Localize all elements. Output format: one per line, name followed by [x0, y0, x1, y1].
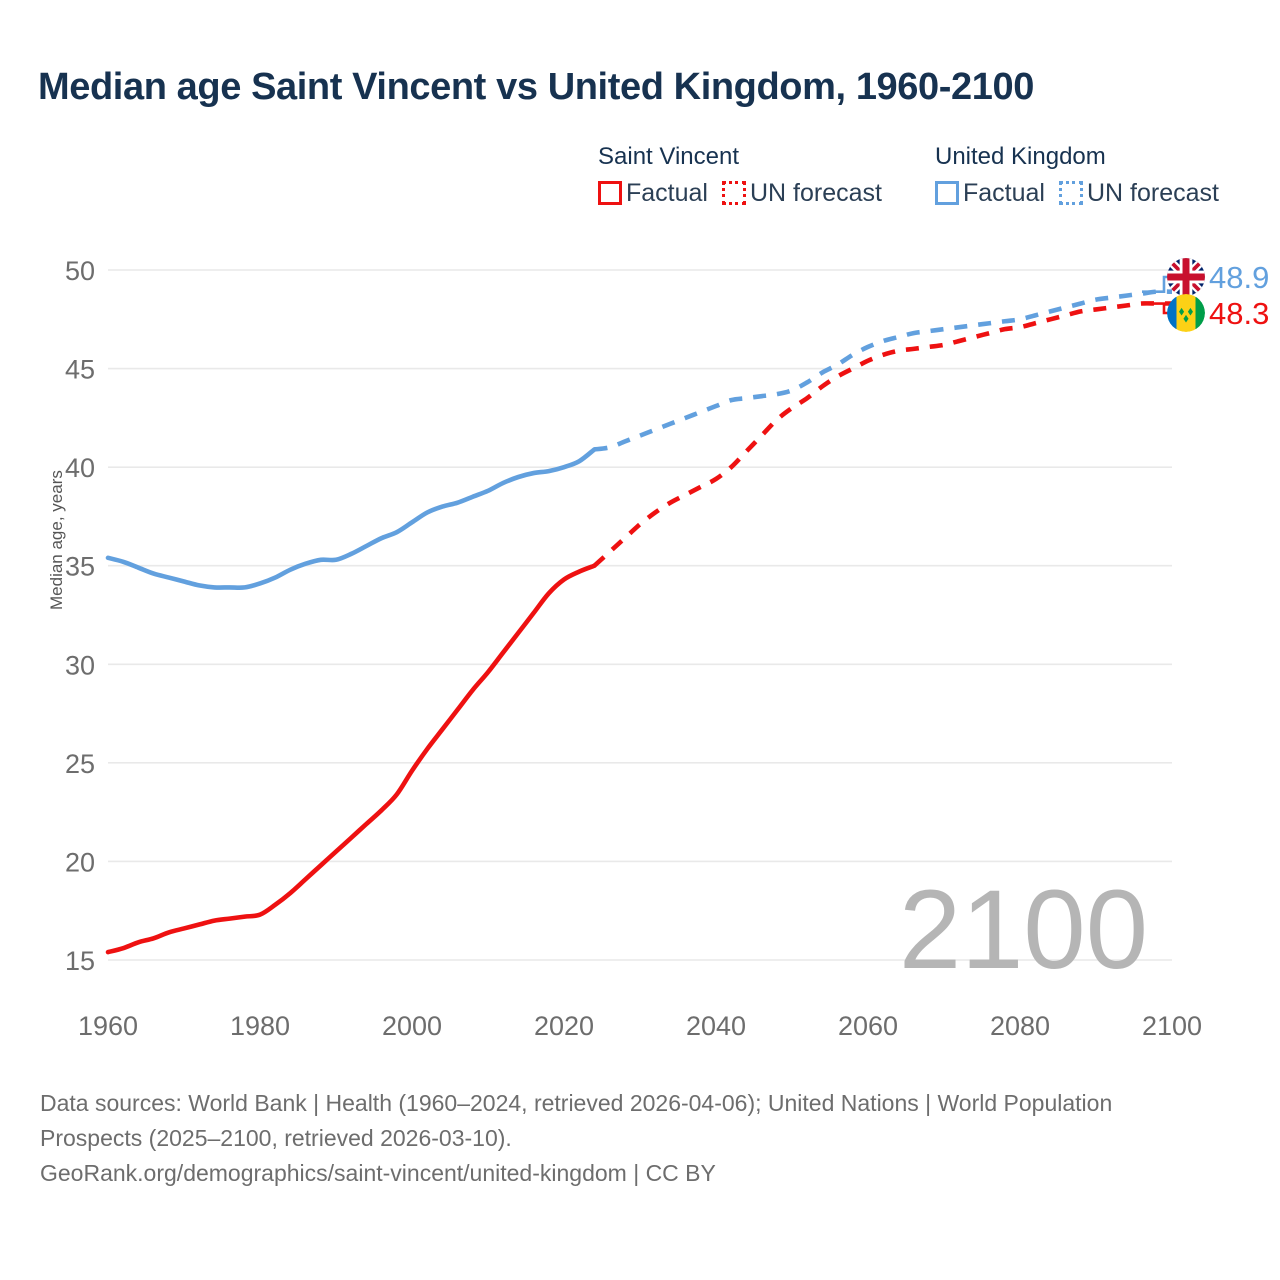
dotted-line-swatch-icon	[1058, 181, 1083, 205]
legend-group-united-kingdom: United Kingdom Factual UN forecast	[935, 142, 1219, 206]
legend-country-label: Saint Vincent	[598, 143, 739, 170]
year-watermark: 2100	[899, 867, 1148, 992]
x-axis-tick: 2040	[686, 1011, 746, 1041]
x-axis-tick: 2100	[1142, 1011, 1202, 1041]
y-axis-tick: 35	[65, 552, 95, 582]
saint-vincent-flag-icon	[1167, 294, 1205, 332]
y-axis-tick: 15	[65, 946, 95, 976]
solid-line-swatch-icon	[935, 181, 959, 205]
legend-country-label: United Kingdom	[935, 143, 1106, 170]
x-axis-tick: 2080	[990, 1011, 1050, 1041]
series-line-united-kingdom-forecast	[594, 289, 1173, 452]
legend-item-label: UN forecast	[1086, 179, 1219, 207]
series-line-united-kingdom-factual	[105, 447, 597, 590]
legend-item-label: UN forecast	[749, 179, 882, 207]
end-label-value: 48.3	[1209, 295, 1270, 331]
legend-item-saint-vincent-factual[interactable]: Factual	[598, 180, 708, 206]
legend-item-saint-vincent-forecast[interactable]: UN forecast	[721, 179, 882, 207]
x-axis-tick-labels: 1960 1980 2000 2020 2040 2060 2080 2100	[78, 1011, 1202, 1041]
uk-flag-icon	[1167, 258, 1205, 296]
footer: Data sources: World Bank | Health (1960–…	[40, 1086, 1200, 1191]
legend-item-united-kingdom-forecast[interactable]: UN forecast	[1058, 179, 1219, 207]
page-title: Median age Saint Vincent vs United Kingd…	[38, 66, 1034, 108]
y-axis-tick: 50	[65, 256, 95, 286]
end-label-united-kingdom: 48.9	[1167, 258, 1269, 296]
end-label-saint-vincent: 48.3	[1167, 294, 1269, 332]
series-lines	[105, 289, 1173, 955]
y-axis-tick: 20	[65, 847, 95, 877]
series-line-saint-vincent-factual	[105, 563, 597, 955]
legend-item-united-kingdom-factual[interactable]: Factual	[935, 180, 1045, 206]
legend-item-label: Factual	[626, 179, 708, 207]
y-axis-tick: 45	[65, 355, 95, 385]
series-line-saint-vincent-forecast	[592, 301, 1172, 568]
legend-item-label: Factual	[963, 179, 1045, 207]
gridlines	[108, 269, 1172, 961]
chart-legend: Saint Vincent Factual UN forecast United…	[598, 142, 1258, 218]
plot-area: 15 20 25 30 35 40 45 50 1960 1980 2000 2020 2040 206…	[47, 256, 1202, 1041]
y-axis-title: Median age, years	[47, 470, 66, 610]
data-sources-text: Data sources: World Bank | Health (1960–…	[40, 1090, 1113, 1151]
y-axis-tick: 25	[65, 749, 95, 779]
y-axis-tick: 40	[65, 453, 95, 483]
attribution-text: GeoRank.org/demographics/saint-vincent/u…	[40, 1160, 716, 1186]
y-axis-tick-labels: 15 20 25 30 35 40 45 50	[65, 256, 95, 976]
y-axis-tick: 30	[65, 650, 95, 680]
solid-line-swatch-icon	[598, 181, 622, 205]
dotted-line-swatch-icon	[721, 181, 746, 205]
x-axis-tick: 2000	[382, 1011, 442, 1041]
legend-group-saint-vincent: Saint Vincent Factual UN forecast	[598, 142, 882, 206]
x-axis-tick: 2020	[534, 1011, 594, 1041]
x-axis-tick: 1960	[78, 1011, 138, 1041]
x-axis-tick: 1980	[230, 1011, 290, 1041]
x-axis-tick: 2060	[838, 1011, 898, 1041]
end-label-value: 48.9	[1209, 259, 1270, 295]
